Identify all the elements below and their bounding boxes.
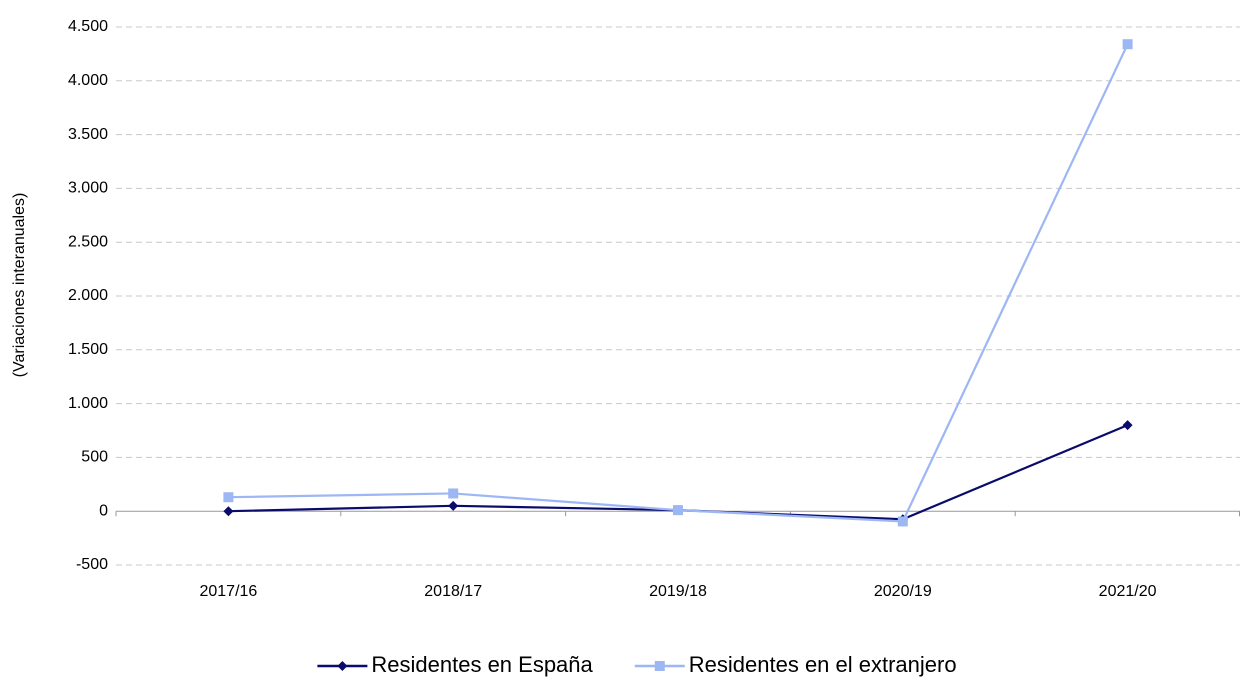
marker bbox=[337, 661, 348, 671]
marker bbox=[448, 488, 459, 499]
x-tick-label: 2021/20 bbox=[1099, 583, 1157, 600]
marker bbox=[223, 492, 234, 503]
series-line bbox=[228, 43, 1129, 523]
marker bbox=[897, 516, 908, 527]
y-tick-label: 4.000 bbox=[68, 72, 108, 89]
y-tick-label: 500 bbox=[81, 449, 108, 466]
marker bbox=[223, 506, 234, 517]
x-tick-label: 2020/19 bbox=[874, 583, 932, 600]
x-tick-label: 2019/18 bbox=[649, 583, 707, 600]
y-tick-label: 4.500 bbox=[68, 18, 108, 35]
x-tick-label: 2017/16 bbox=[199, 583, 257, 600]
y-tick-label: 2.500 bbox=[68, 233, 108, 250]
y-tick-label: 3.500 bbox=[68, 126, 108, 143]
y-tick-label: -500 bbox=[76, 556, 108, 573]
y-tick-label: 2.000 bbox=[68, 287, 108, 304]
y-tick-label: 1.500 bbox=[68, 341, 108, 358]
marker bbox=[673, 505, 683, 516]
legend-label: Residentes en el extranjero bbox=[689, 652, 957, 677]
y-tick-label: 0 bbox=[99, 502, 108, 519]
x-tick-label: 2018/17 bbox=[424, 583, 482, 600]
y-tick-label: 1.000 bbox=[68, 395, 108, 412]
marker bbox=[1122, 420, 1133, 431]
marker bbox=[654, 661, 665, 671]
y-axis-label: (Variaciones interanuales) bbox=[11, 193, 28, 378]
y-tick-label: 3.000 bbox=[68, 180, 108, 197]
marker bbox=[448, 500, 459, 511]
marker bbox=[1122, 39, 1133, 50]
legend-label: Residentes en España bbox=[371, 652, 593, 677]
